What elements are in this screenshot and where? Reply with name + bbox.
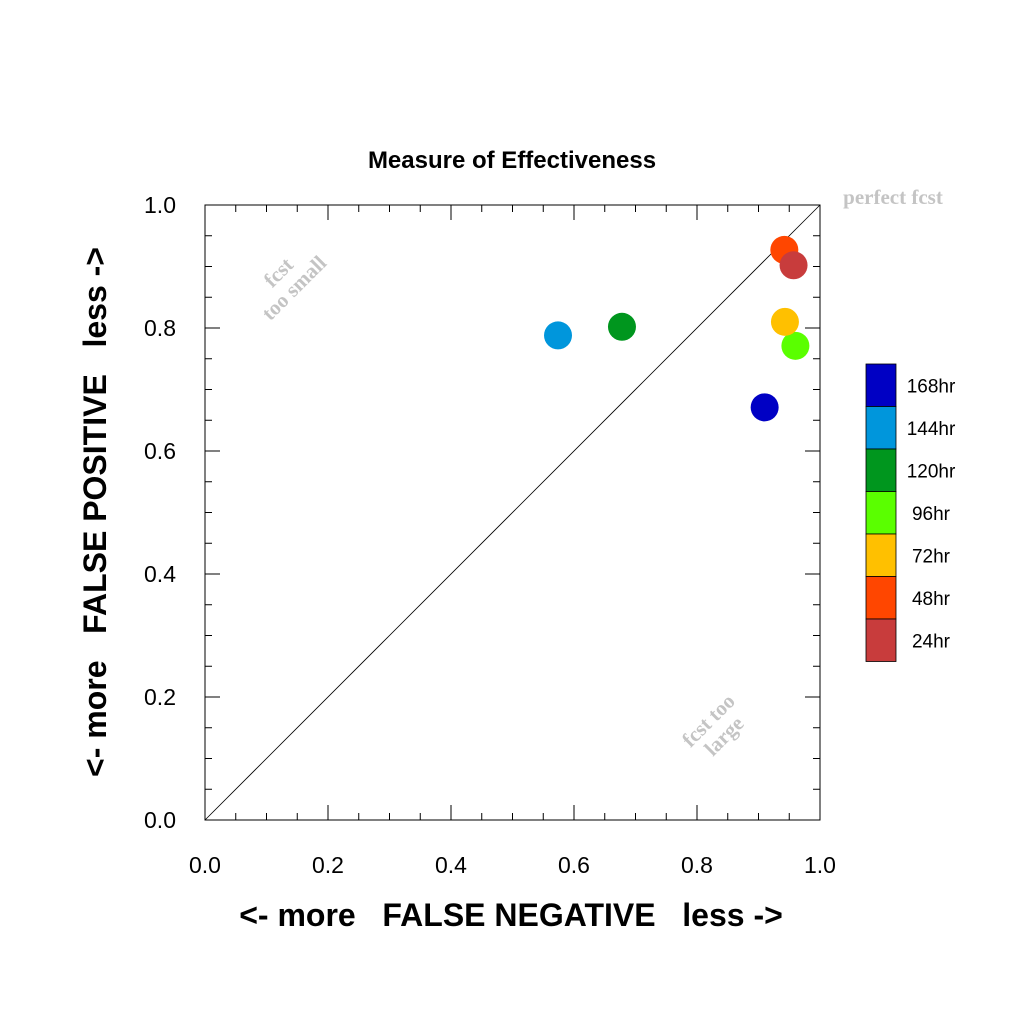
legend-swatch-72hr xyxy=(865,533,897,577)
legend-swatch-120hr xyxy=(865,448,897,492)
legend: 168hr 144hr 120hr 96hr 72hr 48hr 24hr xyxy=(865,363,956,662)
y-tick-label: 0.2 xyxy=(144,684,176,710)
x-tick-label: 0.8 xyxy=(681,852,713,878)
legend-swatch-48hr xyxy=(865,576,897,620)
axis-ticks xyxy=(204,204,821,821)
annotation-too-large: fcst too large xyxy=(677,689,748,760)
legend-swatch-144hr xyxy=(865,406,897,450)
x-tick-label: 0.6 xyxy=(558,852,590,878)
y-tick-label: 0.0 xyxy=(144,807,176,833)
legend-swatch-168hr xyxy=(865,363,897,407)
chart-title: Measure of Effectiveness xyxy=(368,147,656,174)
legend-label-24hr: 24hr xyxy=(912,631,951,652)
data-point-96hr xyxy=(781,331,810,360)
annotation-perfect-fcst: perfect fcst xyxy=(843,185,943,209)
data-point-72hr xyxy=(770,307,799,336)
data-point-168hr xyxy=(750,393,779,422)
y-tick-label: 0.8 xyxy=(144,315,176,341)
data-point-24hr xyxy=(779,251,808,280)
data-point-120hr xyxy=(607,312,636,341)
legend-label-120hr: 120hr xyxy=(907,461,956,482)
legend-swatch-24hr xyxy=(865,618,897,662)
data-point-144hr xyxy=(544,321,573,350)
y-tick-label: 0.6 xyxy=(144,438,176,464)
legend-label-48hr: 48hr xyxy=(912,589,951,610)
legend-swatch-96hr xyxy=(865,491,897,535)
legend-label-168hr: 168hr xyxy=(907,376,956,397)
y-tick-label: 1.0 xyxy=(144,192,176,218)
annotation-too-small: fcst too small xyxy=(257,251,331,325)
x-tick-label: 1.0 xyxy=(804,852,836,878)
tick-labels: 0.0 0.2 0.4 0.6 0.8 1.0 0.0 0.2 0.4 0.6 0.8 1.0 xyxy=(144,192,836,878)
data-points xyxy=(544,235,810,422)
y-axis-label: <- more FALSE POSITIVE less -> xyxy=(77,247,113,777)
x-tick-label: 0.2 xyxy=(312,852,344,878)
legend-label-72hr: 72hr xyxy=(912,546,951,567)
x-tick-label: 0.4 xyxy=(435,852,467,878)
annotation-too-small-line2: too small xyxy=(257,251,331,325)
diagonal-reference-line xyxy=(204,204,821,821)
legend-label-96hr: 96hr xyxy=(912,504,951,525)
legend-label-144hr: 144hr xyxy=(907,419,956,440)
x-axis-label: <- more FALSE NEGATIVE less -> xyxy=(239,897,783,933)
y-tick-label: 0.4 xyxy=(144,561,176,587)
x-tick-label: 0.0 xyxy=(189,852,221,878)
